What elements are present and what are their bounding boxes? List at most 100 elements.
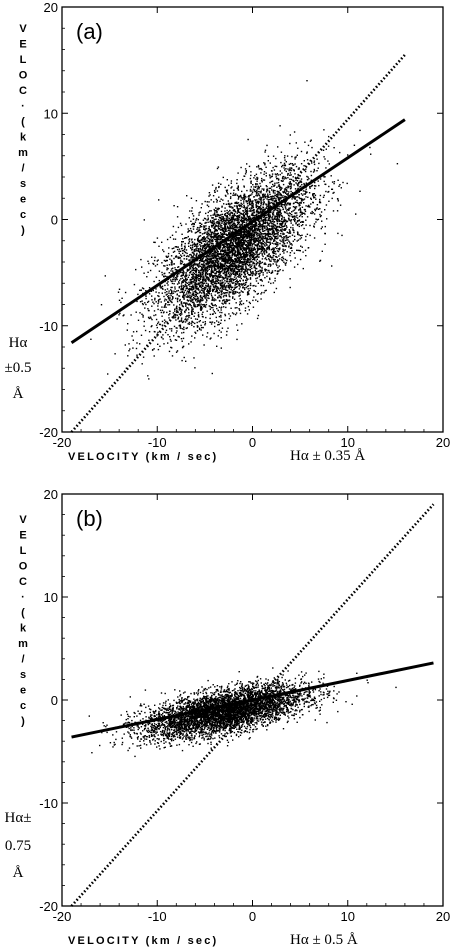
data-point (272, 195, 274, 197)
data-point (246, 163, 248, 165)
data-point (190, 305, 192, 307)
data-point (243, 211, 245, 214)
data-point (304, 141, 306, 143)
data-point (328, 200, 330, 202)
data-point (213, 201, 215, 203)
data-point (204, 260, 206, 262)
data-point (205, 316, 207, 319)
data-point (278, 220, 281, 222)
data-point (337, 200, 339, 202)
data-point (228, 247, 230, 249)
data-point (202, 250, 204, 252)
data-point (161, 306, 163, 308)
data-point (286, 237, 288, 239)
data-point (268, 229, 270, 231)
data-point (220, 319, 222, 321)
data-point (275, 287, 278, 290)
data-point (273, 195, 275, 198)
data-point (276, 186, 278, 188)
data-point (294, 173, 296, 175)
data-point (158, 270, 161, 272)
data-point (305, 191, 307, 194)
data-point (224, 313, 226, 316)
data-point (167, 295, 169, 298)
data-point (264, 208, 266, 210)
data-point (241, 255, 243, 258)
data-point (261, 266, 263, 269)
data-point (181, 359, 183, 362)
data-point (196, 268, 198, 270)
data-point (265, 204, 267, 206)
data-point (164, 275, 166, 277)
data-point (209, 287, 212, 289)
data-point (216, 242, 218, 244)
data-point (172, 276, 175, 278)
data-point (192, 292, 194, 295)
data-point (299, 186, 301, 188)
data-point (248, 203, 251, 206)
data-point (284, 249, 286, 251)
data-point (280, 186, 282, 189)
data-point (226, 247, 229, 250)
data-point (161, 320, 164, 323)
data-point (294, 163, 296, 165)
data-point (156, 335, 158, 337)
data-point (190, 287, 192, 290)
data-point (234, 274, 236, 276)
data-point (161, 309, 164, 312)
data-point (219, 287, 221, 289)
data-point (211, 268, 213, 270)
data-point (227, 211, 230, 213)
data-point (218, 329, 221, 332)
data-point (204, 250, 206, 253)
data-point (245, 262, 247, 265)
data-point (182, 285, 185, 287)
data-point (289, 230, 291, 232)
data-point (268, 233, 270, 235)
data-point (280, 226, 282, 229)
data-point (218, 263, 220, 266)
data-point (238, 295, 240, 297)
data-point (187, 315, 189, 317)
data-point (319, 194, 322, 197)
data-point (194, 322, 196, 325)
data-point (175, 306, 178, 308)
data-point (246, 255, 248, 258)
data-point (279, 209, 282, 211)
data-point (132, 347, 134, 349)
data-point (319, 208, 321, 210)
data-point (267, 205, 269, 207)
data-point (141, 300, 143, 302)
data-point (313, 213, 316, 215)
data-point (180, 317, 183, 319)
data-point (196, 304, 199, 306)
data-point (211, 278, 213, 280)
data-point (191, 238, 193, 240)
data-point (304, 208, 306, 211)
data-point (194, 262, 196, 264)
data-point (242, 268, 244, 270)
data-point (243, 185, 245, 187)
data-point (300, 221, 302, 223)
data-point (168, 272, 170, 274)
data-point (199, 229, 201, 231)
data-point (311, 212, 313, 215)
data-point (208, 278, 210, 280)
data-point (255, 253, 257, 255)
data-point (275, 241, 278, 243)
data-point (229, 214, 231, 216)
data-point (262, 230, 265, 232)
data-point (220, 214, 222, 216)
data-point (257, 249, 260, 251)
data-point (160, 336, 163, 338)
data-point (319, 201, 322, 204)
data-point (228, 233, 230, 236)
data-point (218, 236, 220, 238)
data-point (279, 186, 281, 189)
data-point (218, 228, 220, 230)
data-point (187, 228, 189, 230)
data-point (185, 305, 187, 307)
data-point (264, 250, 266, 252)
data-point (166, 267, 168, 269)
data-point (219, 214, 221, 216)
